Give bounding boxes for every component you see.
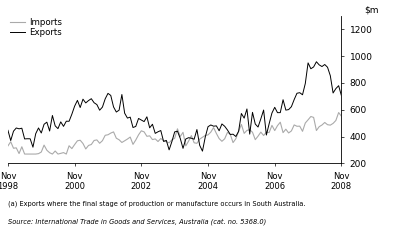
Imports bbox=[6, 145, 10, 147]
Y-axis label: $m: $m bbox=[364, 5, 379, 14]
Exports bbox=[217, 129, 222, 132]
Text: (a) Exports where the final stage of production or manufacture occurs in South A: (a) Exports where the final stage of pro… bbox=[8, 201, 305, 207]
Imports bbox=[42, 144, 46, 146]
Exports bbox=[83, 101, 88, 104]
Exports bbox=[322, 63, 327, 66]
Line: Exports: Exports bbox=[8, 62, 341, 151]
Exports bbox=[314, 60, 319, 63]
Exports bbox=[6, 129, 10, 132]
Imports bbox=[217, 137, 222, 140]
Line: Imports: Imports bbox=[8, 113, 341, 154]
Imports bbox=[233, 137, 238, 140]
Imports bbox=[320, 124, 324, 126]
Exports bbox=[200, 150, 205, 153]
Exports bbox=[39, 132, 44, 134]
Imports bbox=[150, 138, 155, 141]
Imports bbox=[22, 153, 27, 155]
Exports bbox=[339, 94, 344, 97]
Legend: Imports, Exports: Imports, Exports bbox=[10, 18, 62, 37]
Imports bbox=[86, 144, 91, 147]
Text: Source: International Trade in Goods and Services, Australia (cat. no. 5368.0): Source: International Trade in Goods and… bbox=[8, 218, 266, 225]
Imports bbox=[339, 115, 344, 118]
Exports bbox=[147, 126, 152, 129]
Imports bbox=[336, 111, 341, 114]
Exports bbox=[233, 135, 238, 138]
